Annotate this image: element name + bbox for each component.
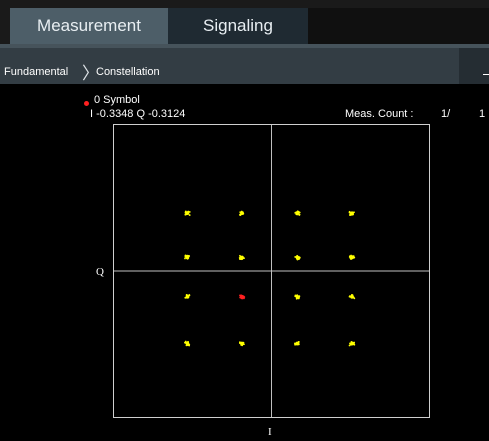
constellation-point	[294, 254, 301, 261]
collapse-button[interactable]	[459, 48, 489, 84]
constellation-points	[184, 210, 356, 347]
marker-indicator-icon	[84, 101, 89, 106]
meas-count-label: Meas. Count :	[345, 108, 414, 120]
q-axis-label: Q	[96, 266, 104, 278]
constellation-point	[348, 254, 356, 260]
breadcrumb-separator-icon: 〉	[82, 64, 99, 83]
constellation-point	[294, 210, 301, 216]
constellation-point	[238, 254, 245, 261]
constellation-point	[239, 210, 245, 217]
meas-count-value: 1/	[441, 108, 451, 120]
constellation-point	[184, 210, 191, 216]
tab-signaling[interactable]: Signaling	[168, 8, 308, 44]
constellation-svg	[114, 125, 429, 417]
breadcrumb: Fundamental 〉 Constellation	[0, 44, 489, 84]
constellation-point	[348, 341, 356, 347]
constellation-point	[184, 340, 191, 347]
marker-iq-readout: I -0.3348 Q -0.3124	[90, 108, 186, 120]
constellation-point	[239, 341, 245, 347]
tab-measurement[interactable]: Measurement	[10, 8, 168, 44]
marker-symbol-label: 0 Symbol	[94, 94, 140, 106]
i-axis-label: I	[268, 426, 272, 438]
constellation-point	[239, 294, 246, 300]
constellation-point	[184, 294, 191, 299]
constellation-point	[184, 254, 191, 260]
tab-bar-filler	[308, 8, 489, 44]
constellation-point	[348, 210, 355, 217]
constellation-point	[348, 293, 356, 300]
breadcrumb-item-fundamental[interactable]: Fundamental	[4, 66, 69, 78]
constellation-plot[interactable]	[113, 124, 430, 418]
constellation-point	[294, 340, 300, 346]
tab-bar: Measurement Signaling	[0, 0, 489, 44]
meas-count-total: 1	[479, 108, 486, 120]
constellation-point	[294, 294, 301, 300]
breadcrumb-item-constellation: Constellation	[96, 66, 160, 78]
